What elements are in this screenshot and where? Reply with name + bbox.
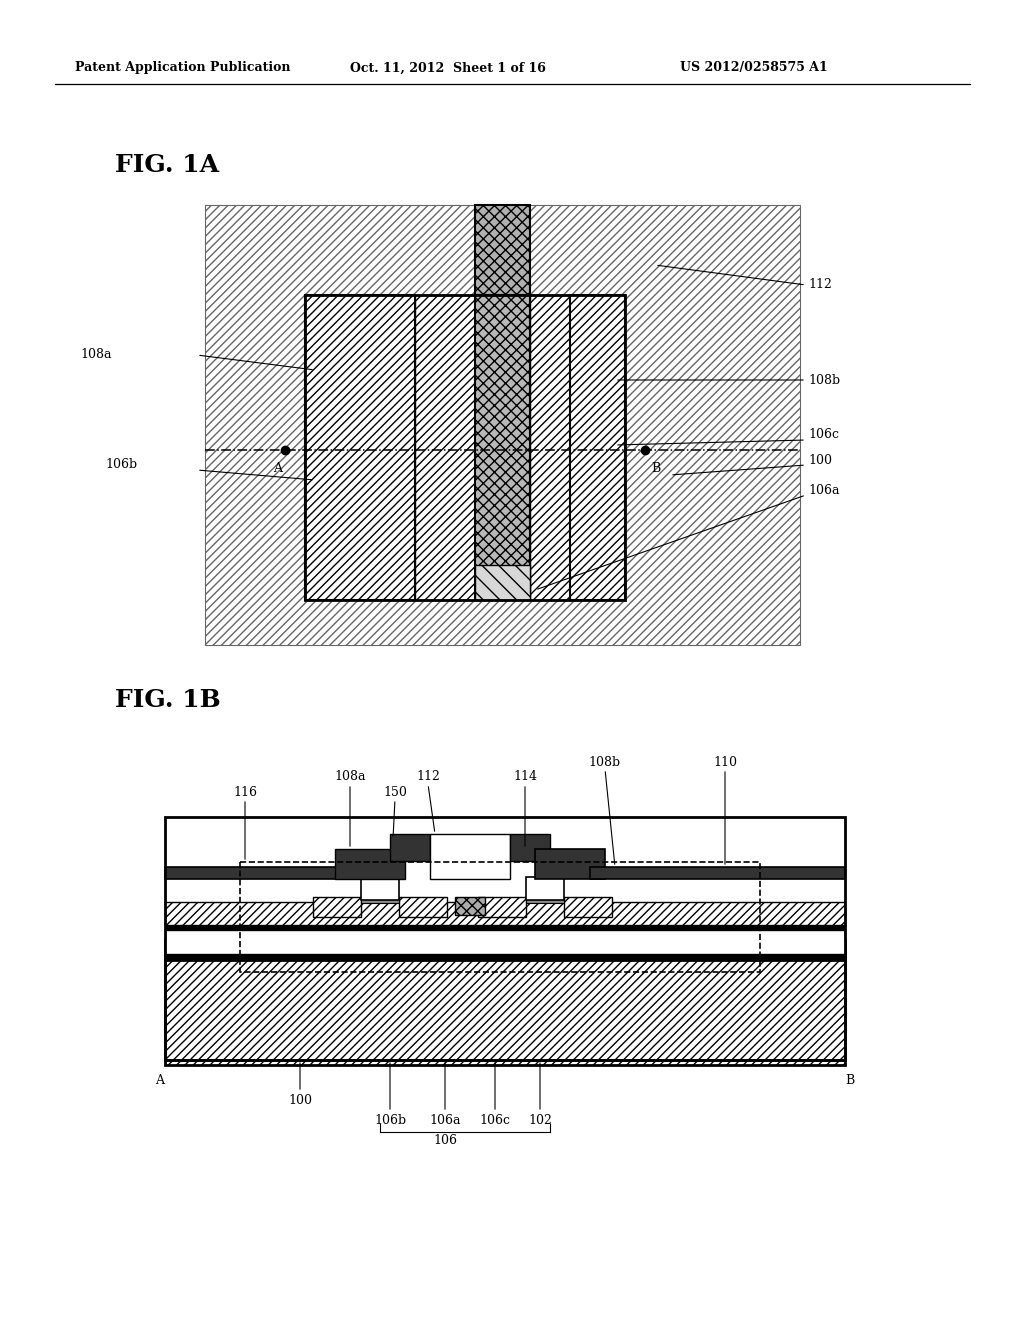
Bar — [390, 834, 430, 861]
Bar — [313, 898, 361, 917]
Bar — [530, 294, 570, 601]
Text: FIG. 1B: FIG. 1B — [115, 688, 221, 711]
Bar — [165, 917, 845, 935]
Bar — [165, 954, 845, 960]
Text: 112: 112 — [808, 279, 831, 292]
Bar — [510, 834, 550, 861]
Bar — [165, 867, 350, 879]
Text: US 2012/0258575 A1: US 2012/0258575 A1 — [680, 62, 827, 74]
Bar — [478, 898, 526, 917]
Text: 106c: 106c — [479, 1114, 511, 1126]
Bar — [361, 876, 399, 900]
Text: A: A — [273, 462, 282, 474]
Text: 108b: 108b — [808, 374, 840, 387]
Text: 100: 100 — [288, 1093, 312, 1106]
Bar — [455, 898, 485, 915]
Bar — [240, 862, 760, 972]
Text: 112: 112 — [416, 771, 440, 784]
Bar — [165, 902, 845, 925]
Text: B: B — [846, 1073, 855, 1086]
Text: 150: 150 — [383, 785, 407, 799]
Text: 100: 100 — [808, 454, 831, 466]
Text: 106b: 106b — [105, 458, 137, 471]
Text: 116: 116 — [233, 785, 257, 799]
Text: FIG. 1A: FIG. 1A — [115, 153, 219, 177]
Bar — [526, 898, 564, 903]
Text: 106a: 106a — [808, 483, 840, 496]
Bar — [335, 849, 406, 879]
Bar — [570, 294, 625, 601]
Bar — [165, 925, 845, 931]
Bar — [165, 935, 845, 940]
Bar — [165, 825, 845, 875]
Text: 106b: 106b — [374, 1114, 407, 1126]
Bar — [165, 931, 845, 954]
Bar — [535, 849, 605, 879]
Bar — [475, 205, 530, 294]
Bar — [305, 294, 625, 601]
Text: 114: 114 — [513, 771, 537, 784]
Text: 108a: 108a — [334, 771, 366, 784]
Bar — [165, 940, 845, 1065]
Bar — [165, 960, 845, 1060]
Text: 108a: 108a — [80, 348, 112, 362]
Bar — [205, 205, 800, 645]
Bar — [165, 917, 845, 924]
Bar — [564, 898, 612, 917]
Bar — [361, 898, 399, 903]
Text: Oct. 11, 2012  Sheet 1 of 16: Oct. 11, 2012 Sheet 1 of 16 — [350, 62, 546, 74]
Bar — [415, 294, 475, 601]
Bar — [526, 876, 564, 900]
Bar — [590, 867, 845, 879]
Text: 102: 102 — [528, 1114, 552, 1126]
Text: 108b: 108b — [589, 755, 622, 768]
Bar — [399, 898, 447, 917]
Text: 110: 110 — [713, 755, 737, 768]
Text: 106a: 106a — [429, 1114, 461, 1126]
Bar — [475, 565, 530, 601]
Text: B: B — [651, 462, 660, 474]
Bar — [165, 817, 845, 1060]
Text: 106c: 106c — [808, 429, 839, 441]
Bar — [305, 294, 415, 601]
Text: Patent Application Publication: Patent Application Publication — [75, 62, 291, 74]
Bar — [430, 834, 510, 879]
Bar — [475, 294, 530, 601]
Text: 106: 106 — [433, 1134, 457, 1147]
Bar — [305, 294, 625, 601]
Text: A: A — [156, 1073, 165, 1086]
